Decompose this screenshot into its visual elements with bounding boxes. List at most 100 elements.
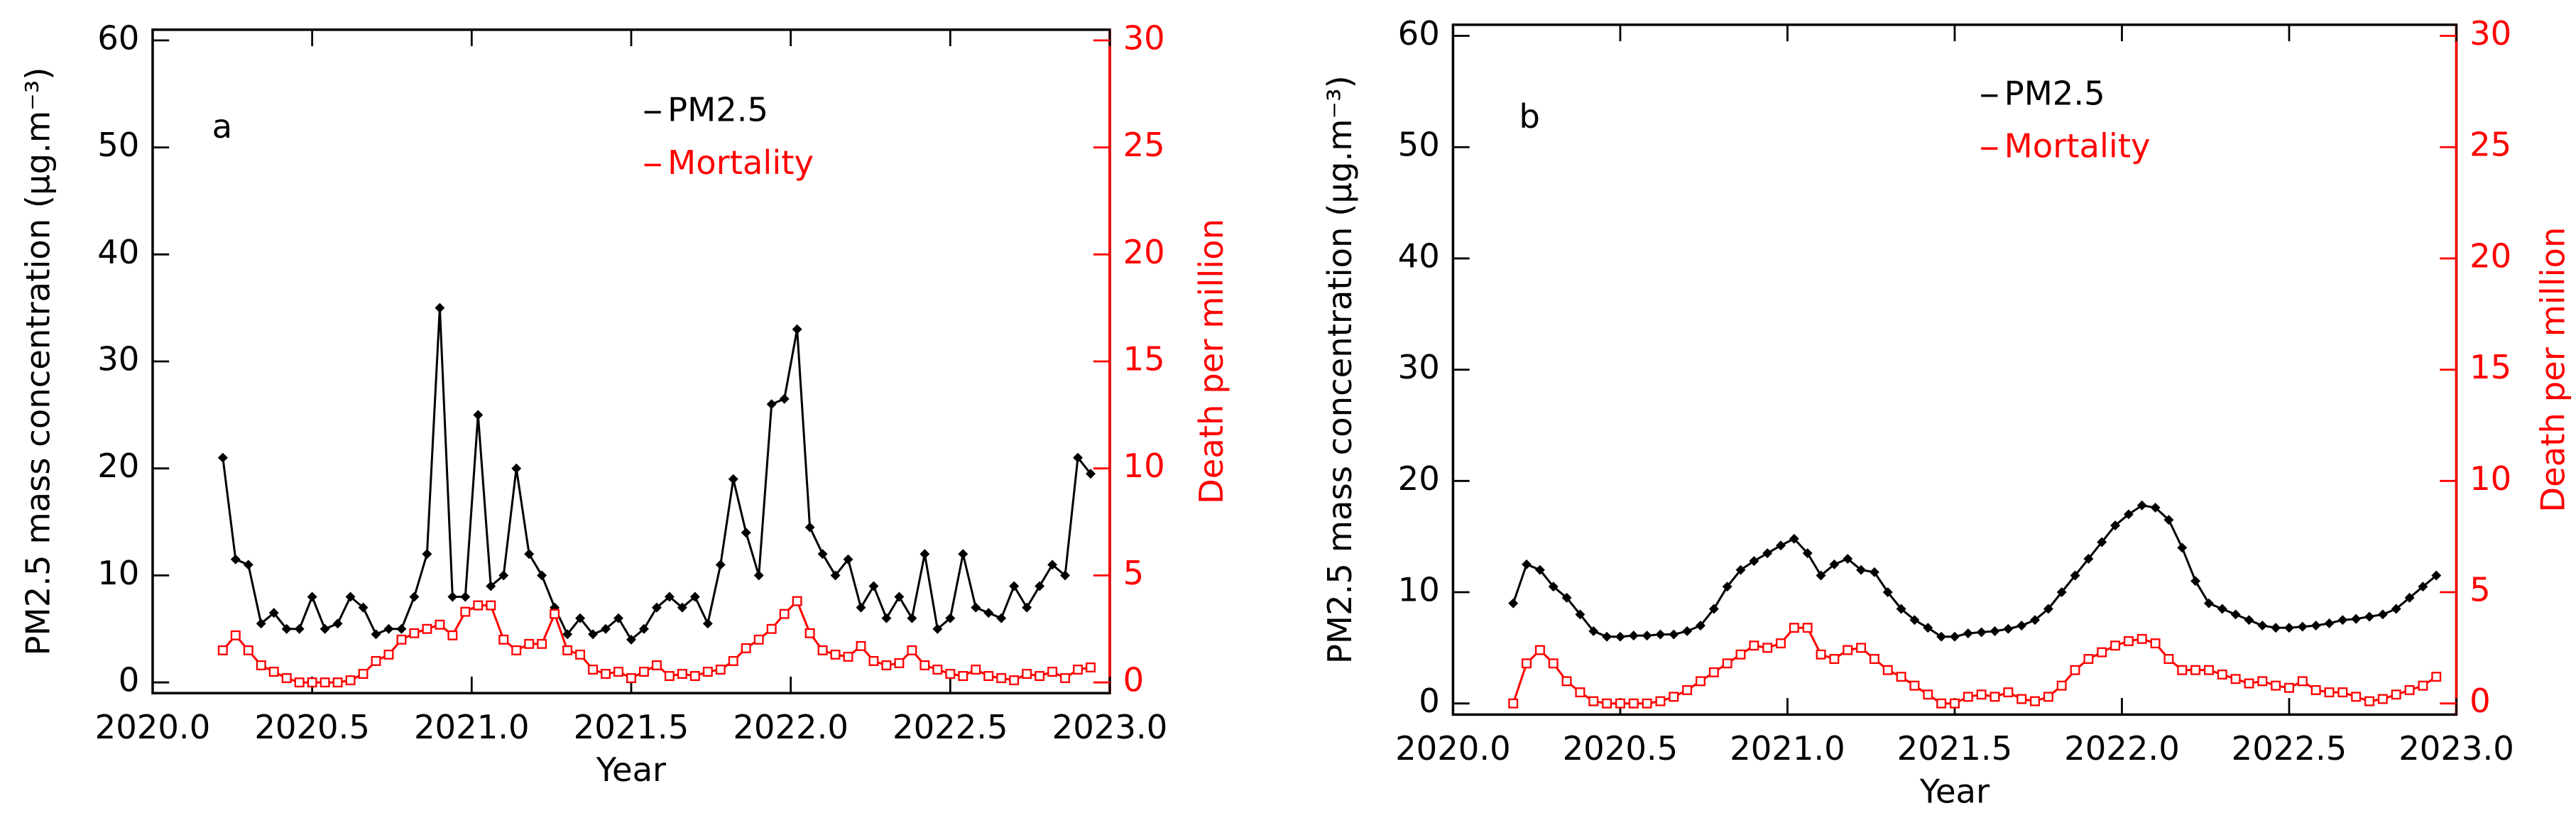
point (2030, 615, 2040, 626)
point (1035, 581, 1045, 591)
point (2297, 676, 2308, 687)
point (1843, 554, 1853, 564)
point (1708, 667, 1719, 677)
point (2177, 542, 2188, 553)
point (1035, 671, 1045, 682)
y2-tick-label: 0 (2469, 682, 2491, 720)
point (996, 673, 1007, 684)
point (345, 591, 356, 602)
x-tick-label: 2022.0 (2064, 729, 2180, 768)
point (971, 602, 981, 613)
point (2364, 611, 2375, 622)
point (2097, 537, 2107, 547)
point (1869, 654, 1879, 664)
point (728, 655, 738, 666)
point (498, 570, 509, 581)
point (689, 591, 700, 602)
point (524, 549, 535, 560)
point (243, 560, 253, 570)
point (383, 649, 394, 660)
point (256, 660, 266, 670)
point (1561, 592, 1572, 603)
point (1749, 640, 1759, 651)
point (1588, 626, 1599, 636)
point (537, 638, 547, 649)
point (1696, 621, 1705, 631)
point (664, 671, 675, 682)
point (2136, 500, 2147, 511)
point (945, 613, 956, 623)
point (537, 570, 547, 581)
point (1522, 658, 1532, 669)
point (1009, 675, 1020, 686)
point (1548, 582, 1559, 592)
point (1789, 533, 1799, 544)
point (830, 570, 841, 581)
point (294, 623, 305, 634)
point (562, 629, 573, 640)
y2-tick-label: 30 (2469, 14, 2511, 53)
x-tick-label: 2022.0 (733, 708, 848, 746)
point (638, 623, 649, 634)
point (2297, 621, 2308, 632)
point (2097, 647, 2107, 658)
point (1722, 582, 1732, 592)
point (2030, 696, 2040, 707)
point (1548, 658, 1559, 669)
point (2123, 636, 2134, 646)
point (2324, 618, 2335, 628)
y-tick-label: 60 (97, 18, 139, 57)
point (779, 609, 790, 619)
point (2244, 615, 2254, 626)
point (588, 665, 599, 675)
point (2150, 638, 2161, 649)
point (256, 618, 266, 629)
y-tick-label: 60 (1398, 14, 1440, 53)
point (217, 452, 228, 463)
point (2271, 623, 2281, 633)
point (2110, 520, 2121, 530)
y2-tick-label: 20 (2469, 236, 2511, 275)
point (651, 660, 662, 670)
point (1749, 556, 1759, 567)
point (804, 522, 815, 533)
point (1829, 559, 1840, 569)
point (1086, 662, 1096, 672)
point (689, 671, 700, 682)
point (2150, 502, 2161, 513)
point (677, 602, 687, 613)
y2-tick-label: 10 (1123, 447, 1165, 485)
point (1561, 676, 1572, 687)
point (2070, 665, 2080, 675)
y-tick-label: 50 (97, 126, 139, 164)
point (1669, 692, 1679, 702)
y2-tick-label: 25 (1123, 126, 1165, 164)
point (1722, 658, 1732, 669)
x-tick-label: 2021.5 (574, 708, 689, 746)
point (358, 669, 369, 679)
legend-label: PM2.5 (667, 91, 768, 129)
series-line (1512, 626, 2438, 705)
point (473, 410, 484, 420)
point (588, 629, 599, 640)
point (1655, 629, 1666, 640)
point (651, 602, 662, 613)
point (562, 645, 573, 655)
point (1963, 628, 1973, 638)
point (894, 591, 905, 602)
point (2083, 554, 2094, 564)
x-tick-label: 2021.0 (1730, 729, 1845, 768)
y2-tick-label: 5 (2469, 571, 2491, 609)
point (919, 660, 930, 670)
point (268, 608, 279, 618)
point (524, 638, 535, 649)
point (1602, 631, 1612, 642)
point (1602, 698, 1612, 709)
point (2043, 604, 2053, 614)
point (422, 549, 432, 560)
point (2230, 674, 2241, 684)
point (1896, 672, 1906, 682)
point (792, 596, 802, 606)
point (345, 675, 356, 686)
